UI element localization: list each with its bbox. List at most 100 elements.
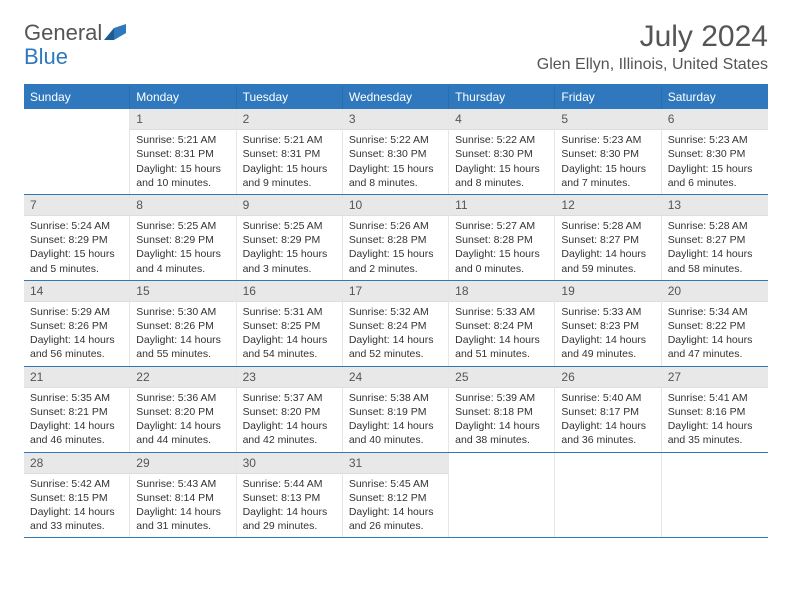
weeks-container: 1Sunrise: 5:21 AMSunset: 8:31 PMDaylight… [24,109,768,538]
day-number: 8 [130,195,235,216]
day-number: 24 [343,367,448,388]
sunset-text: Sunset: 8:29 PM [30,233,123,247]
sunrise-text: Sunrise: 5:26 AM [349,219,442,233]
day-header: Friday [555,86,661,109]
sunrise-text: Sunrise: 5:31 AM [243,305,336,319]
calendar-cell: 3Sunrise: 5:22 AMSunset: 8:30 PMDaylight… [343,109,449,194]
daylight-text: Daylight: 14 hours and 40 minutes. [349,419,442,447]
day-number: 19 [555,281,660,302]
sunrise-text: Sunrise: 5:28 AM [561,219,654,233]
sunset-text: Sunset: 8:30 PM [349,147,442,161]
sunset-text: Sunset: 8:27 PM [561,233,654,247]
day-details: Sunrise: 5:23 AMSunset: 8:30 PMDaylight:… [555,130,660,194]
sunrise-text: Sunrise: 5:21 AM [243,133,336,147]
calendar-cell: 7 Sunrise: 5:24 AMSunset: 8:29 PMDaylight… [24,195,130,280]
logo: General [24,20,130,46]
calendar-cell: 20Sunrise: 5:34 AMSunset: 8:22 PMDayligh… [662,281,768,366]
calendar-week: 14Sunrise: 5:29 AMSunset: 8:26 PMDayligh… [24,281,768,367]
sunrise-text: Sunrise: 5:43 AM [136,477,229,491]
daylight-text: Daylight: 14 hours and 58 minutes. [668,247,762,275]
sunrise-text: Sunrise: 5:22 AM [455,133,548,147]
day-number: 16 [237,281,342,302]
day-details: Sunrise: 5:42 AMSunset: 8:15 PMDaylight:… [24,474,129,538]
day-details: Sunrise: 5:40 AMSunset: 8:17 PMDaylight:… [555,388,660,452]
calendar-cell: 9Sunrise: 5:25 AMSunset: 8:29 PMDaylight… [237,195,343,280]
day-number: 12 [555,195,660,216]
calendar-cell: 17Sunrise: 5:32 AMSunset: 8:24 PMDayligh… [343,281,449,366]
daylight-text: Daylight: 15 hours and 4 minutes. [136,247,229,275]
day-number: 15 [130,281,235,302]
calendar-week: 28Sunrise: 5:42 AMSunset: 8:15 PMDayligh… [24,453,768,539]
calendar-cell: 13Sunrise: 5:28 AMSunset: 8:27 PMDayligh… [662,195,768,280]
sunset-text: Sunset: 8:19 PM [349,405,442,419]
daylight-text: Daylight: 15 hours and 10 minutes. [136,162,229,190]
calendar-cell [449,453,555,538]
calendar-cell: 19Sunrise: 5:33 AMSunset: 8:23 PMDayligh… [555,281,661,366]
day-number: 18 [449,281,554,302]
daylight-text: Daylight: 15 hours and 5 minutes. [30,247,123,275]
calendar-cell: 18Sunrise: 5:33 AMSunset: 8:24 PMDayligh… [449,281,555,366]
daylight-text: Daylight: 14 hours and 35 minutes. [668,419,762,447]
daylight-text: Daylight: 15 hours and 2 minutes. [349,247,442,275]
sunset-text: Sunset: 8:16 PM [668,405,762,419]
sunrise-text: Sunrise: 5:36 AM [136,391,229,405]
calendar-cell: 6Sunrise: 5:23 AMSunset: 8:30 PMDaylight… [662,109,768,194]
day-number: 31 [343,453,448,474]
day-header: Saturday [662,86,768,109]
logo-flag-icon [104,24,128,42]
calendar-cell: 27Sunrise: 5:41 AMSunset: 8:16 PMDayligh… [662,367,768,452]
day-details: Sunrise: 5:31 AMSunset: 8:25 PMDaylight:… [237,302,342,366]
daylight-text: Daylight: 14 hours and 33 minutes. [30,505,123,533]
calendar-cell: 10Sunrise: 5:26 AMSunset: 8:28 PMDayligh… [343,195,449,280]
calendar-cell: 23Sunrise: 5:37 AMSunset: 8:20 PMDayligh… [237,367,343,452]
daylight-text: Daylight: 14 hours and 29 minutes. [243,505,336,533]
day-number: 14 [24,281,129,302]
day-details: Sunrise: 5:35 AMSunset: 8:21 PMDaylight:… [24,388,129,452]
daylight-text: Daylight: 15 hours and 8 minutes. [455,162,548,190]
day-number: 10 [343,195,448,216]
sunrise-text: Sunrise: 5:24 AM [30,219,123,233]
day-details: Sunrise: 5:44 AMSunset: 8:13 PMDaylight:… [237,474,342,538]
sunrise-text: Sunrise: 5:39 AM [455,391,548,405]
sunset-text: Sunset: 8:29 PM [136,233,229,247]
calendar-cell: 2Sunrise: 5:21 AMSunset: 8:31 PMDaylight… [237,109,343,194]
sunset-text: Sunset: 8:20 PM [243,405,336,419]
calendar-cell [662,453,768,538]
sunset-text: Sunset: 8:21 PM [30,405,123,419]
calendar-cell: 31Sunrise: 5:45 AMSunset: 8:12 PMDayligh… [343,453,449,538]
calendar-cell: 16Sunrise: 5:31 AMSunset: 8:25 PMDayligh… [237,281,343,366]
day-details: Sunrise: 5:27 AMSunset: 8:28 PMDaylight:… [449,216,554,280]
calendar-cell: 1Sunrise: 5:21 AMSunset: 8:31 PMDaylight… [130,109,236,194]
sunset-text: Sunset: 8:20 PM [136,405,229,419]
logo-text-general: General [24,20,102,46]
sunset-text: Sunset: 8:18 PM [455,405,548,419]
sunrise-text: Sunrise: 5:44 AM [243,477,336,491]
sunset-text: Sunset: 8:15 PM [30,491,123,505]
day-number: 30 [237,453,342,474]
daylight-text: Daylight: 15 hours and 9 minutes. [243,162,336,190]
day-details: Sunrise: 5:21 AMSunset: 8:31 PMDaylight:… [130,130,235,194]
day-details: Sunrise: 5:28 AMSunset: 8:27 PMDaylight:… [662,216,768,280]
daylight-text: Daylight: 14 hours and 56 minutes. [30,333,123,361]
day-number: 9 [237,195,342,216]
sunset-text: Sunset: 8:30 PM [668,147,762,161]
day-number: 11 [449,195,554,216]
day-details: Sunrise: 5:39 AMSunset: 8:18 PMDaylight:… [449,388,554,452]
day-number: 13 [662,195,768,216]
logo-text-blue: Blue [24,44,68,69]
sunset-text: Sunset: 8:23 PM [561,319,654,333]
day-details: Sunrise: 5:25 AMSunset: 8:29 PMDaylight:… [130,216,235,280]
calendar-cell: 11Sunrise: 5:27 AMSunset: 8:28 PMDayligh… [449,195,555,280]
day-details: Sunrise: 5:29 AMSunset: 8:26 PMDaylight:… [24,302,129,366]
day-number: 7 [24,195,129,216]
daylight-text: Daylight: 14 hours and 54 minutes. [243,333,336,361]
day-details: Sunrise: 5:45 AMSunset: 8:12 PMDaylight:… [343,474,448,538]
daylight-text: Daylight: 14 hours and 47 minutes. [668,333,762,361]
sunrise-text: Sunrise: 5:27 AM [455,219,548,233]
sunrise-text: Sunrise: 5:22 AM [349,133,442,147]
calendar-week: 7Sunrise: 5:24 AMSunset: 8:29 PMDaylight… [24,195,768,281]
calendar-cell: 22Sunrise: 5:36 AMSunset: 8:20 PMDayligh… [130,367,236,452]
calendar-cell: 14Sunrise: 5:29 AMSunset: 8:26 PMDayligh… [24,281,130,366]
sunset-text: Sunset: 8:26 PM [136,319,229,333]
sunset-text: Sunset: 8:25 PM [243,319,336,333]
